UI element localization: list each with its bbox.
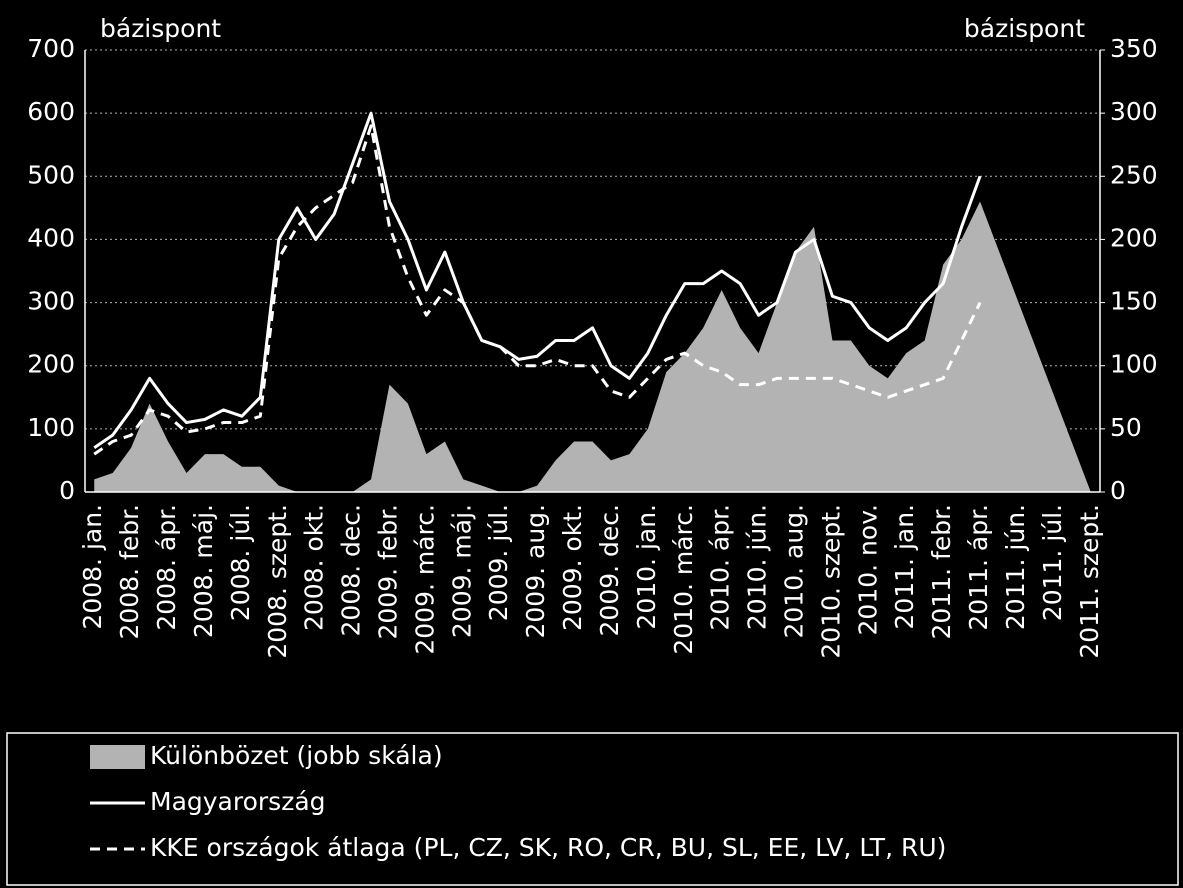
- area: [94, 201, 1091, 493]
- y-tick-label: 0: [59, 476, 75, 505]
- y2-tick-label: 0: [1110, 476, 1126, 505]
- line: [93, 124, 982, 456]
- y2-tick-label: 200: [1110, 223, 1158, 252]
- legend-label: KKE országok átlaga (PL, CZ, SK, RO, CR,…: [150, 833, 946, 862]
- x-tick-label: 2011. jan.: [890, 504, 919, 630]
- x-tick-label: 2010. nov.: [853, 504, 882, 635]
- x-tick-label: 2010. szept.: [816, 504, 845, 659]
- y-tick-label: 500: [27, 160, 75, 189]
- x-tick-label: 2009. aug.: [521, 504, 550, 639]
- legend-box: [6, 732, 1179, 886]
- y-tick-label: 600: [27, 97, 75, 126]
- line: [93, 111, 982, 450]
- x-tick-label: 2011. szept.: [1075, 504, 1104, 659]
- x-tick-label: 2009. júl.: [484, 504, 513, 621]
- x-tick-label: 2010. jan.: [632, 504, 661, 630]
- y-tick-label: 200: [27, 350, 75, 379]
- y2-axis-title: bázispont: [964, 14, 1085, 43]
- x-tick-label: 2011. ápr.: [964, 504, 993, 631]
- x-tick-label: 2011. jún.: [1001, 504, 1030, 630]
- x-tick-label: 2008. júl.: [226, 504, 255, 621]
- x-tick-label: 2008. jan.: [78, 504, 107, 630]
- legend-swatch: [90, 745, 145, 769]
- x-tick-label: 2009. dec.: [595, 504, 624, 636]
- y-tick-label: 300: [27, 287, 75, 316]
- x-tick-label: 2009. márc.: [410, 504, 439, 655]
- x-tick-label: 2008. szept.: [263, 504, 292, 659]
- x-tick-label: 2008. okt.: [300, 504, 329, 631]
- y2-tick-label: 300: [1110, 97, 1158, 126]
- x-tick-label: 2011. febr.: [927, 504, 956, 640]
- legend-label: Magyarország: [150, 787, 326, 816]
- x-tick-label: 2008. ápr.: [152, 504, 181, 631]
- x-tick-label: 2008. dec.: [337, 504, 366, 636]
- x-tick-label: 2009. okt.: [558, 504, 587, 631]
- legend-label: Különbözet (jobb skála): [150, 741, 443, 770]
- x-tick-label: 2009. máj.: [447, 504, 476, 638]
- y-tick-label: 700: [27, 34, 75, 63]
- x-tick-label: 2010. márc.: [669, 504, 698, 655]
- x-tick-label: 2010. aug.: [780, 504, 809, 639]
- y2-tick-label: 250: [1110, 160, 1158, 189]
- x-tick-label: 2010. ápr.: [706, 504, 735, 631]
- x-tick-label: 2010. jún.: [743, 504, 772, 630]
- y-tick-label: 100: [27, 413, 75, 442]
- x-tick-label: 2009. febr.: [374, 504, 403, 640]
- x-tick-label: 2011. júl.: [1038, 504, 1067, 621]
- x-tick-label: 2008. máj.: [189, 504, 218, 638]
- y-axis-title: bázispont: [100, 14, 221, 43]
- y2-tick-label: 350: [1110, 34, 1158, 63]
- y2-tick-label: 50: [1110, 413, 1142, 442]
- y2-tick-label: 150: [1110, 287, 1158, 316]
- x-tick-label: 2008. febr.: [115, 504, 144, 640]
- y2-tick-label: 100: [1110, 350, 1158, 379]
- y-tick-label: 400: [27, 223, 75, 252]
